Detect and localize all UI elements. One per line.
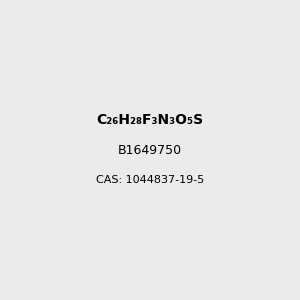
Text: C₂₆H₂₈F₃N₃O₅S: C₂₆H₂₈F₃N₃O₅S xyxy=(96,113,204,127)
Text: CAS: 1044837-19-5: CAS: 1044837-19-5 xyxy=(96,175,204,185)
Text: B1649750: B1649750 xyxy=(118,143,182,157)
